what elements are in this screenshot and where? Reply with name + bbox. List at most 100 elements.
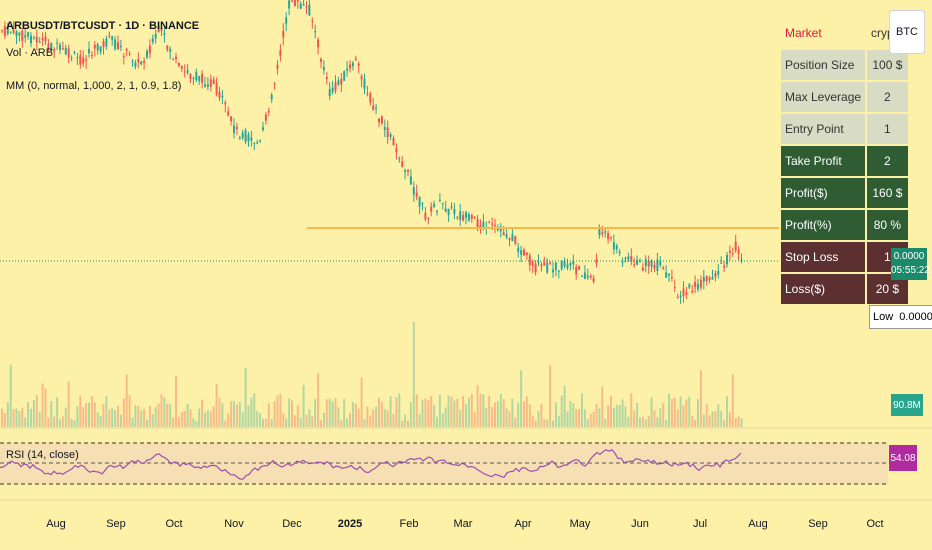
volume-bar	[404, 414, 407, 427]
volume-bar	[737, 416, 740, 427]
candle-body	[163, 32, 166, 35]
candle-body	[668, 273, 670, 276]
candle-body	[137, 59, 140, 63]
candle-body	[282, 30, 285, 38]
volume-bar	[456, 398, 459, 427]
candle-body	[726, 254, 728, 265]
volume-bar	[79, 395, 82, 427]
volume-bar	[47, 417, 50, 427]
rsi-legend[interactable]: RSI (14, close)	[6, 449, 79, 461]
candle-body	[27, 32, 30, 37]
volume-bar	[708, 415, 711, 427]
candle-body	[212, 79, 215, 84]
chart-title[interactable]: ARBUSDT/BTCUSDT · 1D · BINANCE	[6, 20, 200, 32]
volume-bar	[206, 410, 209, 427]
candle-body	[418, 196, 421, 207]
candle-body	[317, 39, 320, 48]
volume-bar	[288, 398, 291, 427]
candle-body	[604, 231, 607, 233]
volume-bar	[378, 397, 380, 427]
volume-bar	[235, 404, 238, 427]
volume-bar	[122, 398, 125, 427]
candle-body	[511, 234, 514, 242]
volume-bar	[131, 417, 134, 427]
table-key: Entry Point	[778, 112, 868, 146]
candle-body	[386, 127, 389, 138]
volume-bar	[691, 415, 694, 427]
candle-body	[653, 264, 656, 269]
candle-body	[444, 208, 447, 212]
table-key: Max Leverage	[778, 80, 868, 114]
candle-body	[627, 256, 630, 260]
candle-body	[114, 39, 117, 50]
volume-bar	[482, 394, 485, 427]
candle-body	[256, 142, 259, 144]
rsi-line	[0, 449, 742, 480]
candle-body	[218, 92, 221, 98]
candle-body	[90, 55, 93, 57]
volume-legend[interactable]: Vol · ARB	[6, 47, 54, 59]
candle-body	[407, 170, 409, 172]
volume-bar	[317, 373, 320, 427]
candle-body	[238, 137, 241, 139]
rsi-value-tag: 54.08	[889, 445, 917, 471]
table-value: 1	[865, 112, 910, 146]
volume-bar	[728, 412, 731, 427]
candle-body	[302, 4, 305, 6]
volume-bar	[520, 370, 523, 427]
volume-bar	[293, 415, 296, 427]
volume-bar	[424, 398, 427, 427]
candle-body	[351, 62, 354, 67]
candle-body	[714, 273, 717, 277]
volume-bar	[560, 395, 563, 427]
candle-body	[508, 238, 511, 240]
candle-body	[537, 262, 540, 264]
candle-body	[221, 95, 224, 98]
indicator-legend[interactable]: MM (0, normal, 1,000, 2, 1, 0.9, 1.8)	[6, 80, 182, 92]
volume-bar	[604, 418, 607, 427]
candle-body	[404, 170, 407, 172]
month-label: Sep	[808, 518, 828, 530]
volume-bar	[676, 409, 679, 427]
volume-bar	[137, 406, 140, 427]
current-price-tag: 0.0000 05:55:22	[891, 248, 930, 280]
volume-bar	[105, 395, 108, 427]
volume-bar	[357, 408, 360, 427]
candle-body	[189, 74, 192, 79]
candle-body	[128, 53, 131, 55]
volume-bar	[1, 408, 3, 427]
table-row: Profit($) 160 $	[778, 176, 910, 210]
volume-bar	[241, 412, 244, 427]
candle-body	[360, 76, 363, 80]
candle-body	[24, 35, 27, 38]
candle-body	[601, 232, 604, 235]
volume-bar	[467, 397, 470, 427]
candle-body	[357, 63, 360, 66]
candle-body	[172, 58, 175, 60]
candle-body	[143, 60, 146, 63]
volume-bar	[64, 407, 67, 427]
candle-body	[230, 116, 233, 122]
candle-body	[563, 261, 566, 267]
candle-body	[421, 203, 424, 205]
volume-bar	[450, 396, 453, 427]
volume-bar	[699, 370, 702, 427]
candle-body	[195, 71, 198, 81]
candle-body	[697, 284, 699, 290]
candle-body	[79, 55, 82, 65]
volume-bar	[169, 404, 172, 427]
volume-bar	[407, 420, 409, 427]
volume-bar	[180, 412, 183, 427]
btc-button[interactable]: BTC	[889, 10, 925, 54]
candle-body	[59, 44, 61, 50]
volume-bar	[125, 374, 128, 427]
volume-bar	[682, 405, 685, 427]
volume-bar	[212, 406, 215, 427]
candle-body	[206, 84, 209, 87]
volume-bar	[557, 415, 560, 427]
candle-body	[398, 158, 401, 160]
volume-bar	[76, 406, 79, 427]
volume-bar	[143, 408, 146, 427]
volume-bar	[296, 405, 299, 427]
